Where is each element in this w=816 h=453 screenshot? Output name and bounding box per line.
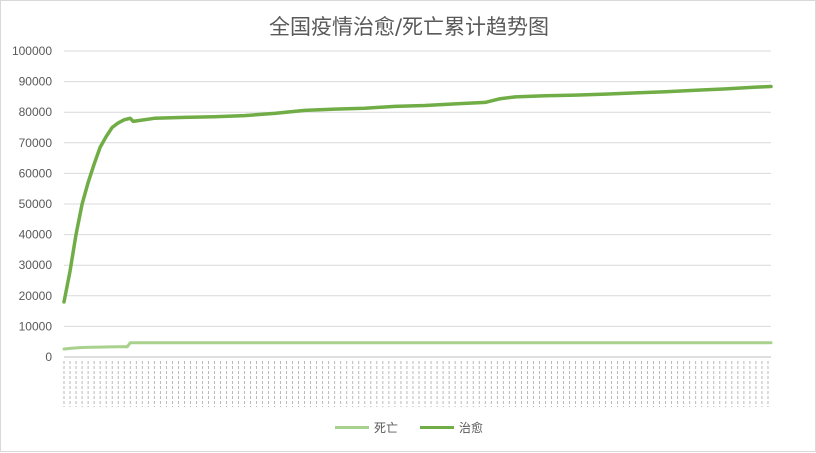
y-axis-ticks: 0 10000 20000 30000 40000 50000 60000 70000 8000… — [12, 44, 52, 364]
legend-label-death: 死亡 — [373, 421, 398, 435]
y-tick-label: 0 — [45, 350, 52, 364]
y-tick-label: 40000 — [19, 228, 53, 242]
y-tick-label: 80000 — [19, 105, 53, 119]
legend-swatch-death — [334, 426, 369, 429]
chart-title: 全国疫情治愈/死亡累计趋势图 — [268, 15, 550, 39]
legend-swatch-cured — [420, 426, 454, 429]
gridlines — [64, 50, 771, 358]
y-tick-label: 70000 — [19, 136, 53, 150]
y-tick-label: 100000 — [12, 44, 52, 58]
legend: 死亡 治愈 — [1, 419, 816, 436]
legend-label-cured: 治愈 — [459, 421, 484, 435]
legend-item-death[interactable]: 死亡 — [334, 419, 398, 436]
y-tick-label: 20000 — [19, 289, 53, 303]
y-tick-label: 30000 — [19, 258, 53, 272]
series-lines — [62, 84, 773, 351]
legend-item-cured[interactable]: 治愈 — [420, 419, 483, 436]
series-line-death — [62, 341, 773, 351]
x-axis-ticks — [63, 361, 769, 407]
y-tick-label: 60000 — [19, 166, 53, 180]
y-tick-label: 50000 — [19, 197, 53, 211]
y-tick-label: 90000 — [19, 75, 53, 89]
series-line-cured — [62, 84, 773, 304]
y-tick-label: 10000 — [19, 319, 53, 333]
